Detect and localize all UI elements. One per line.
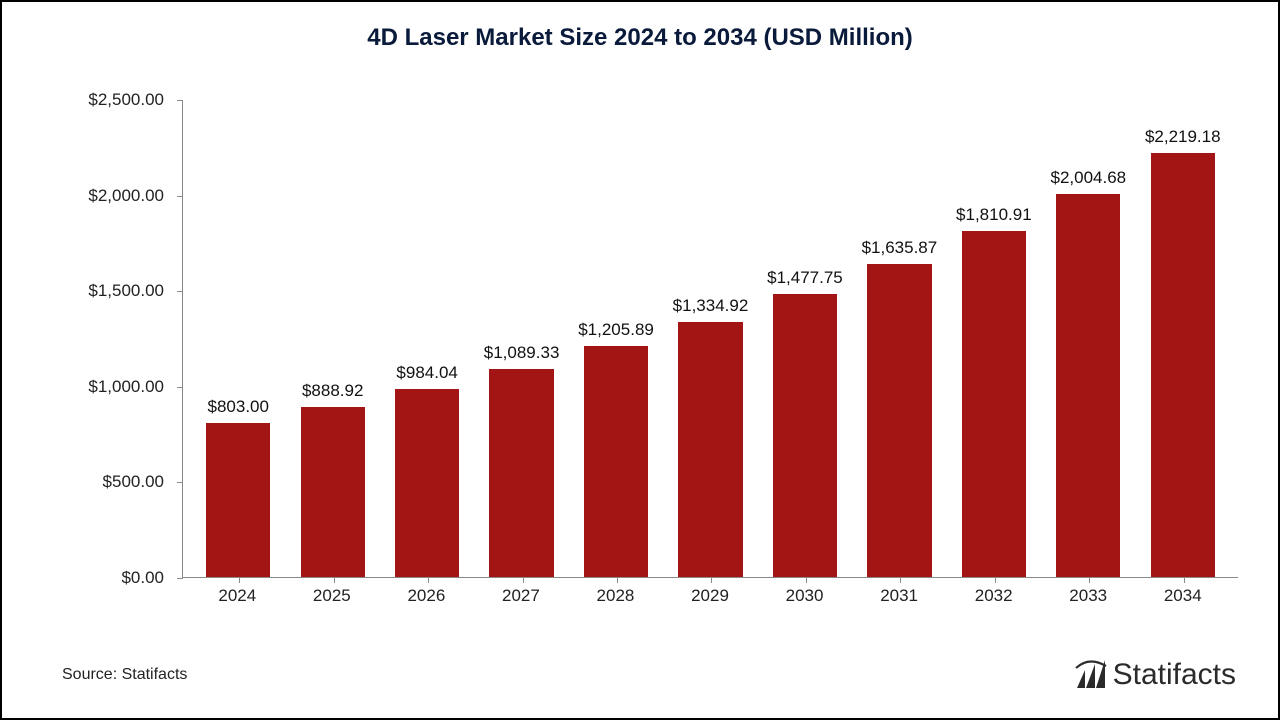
bar: [301, 407, 365, 577]
y-tick-label: $2,000.00: [62, 186, 172, 206]
bar: [773, 294, 837, 577]
source-text: Source: Statifacts: [62, 666, 187, 684]
brand-icon: [1075, 660, 1107, 690]
x-tick-label: 2031: [852, 580, 947, 608]
plot: $803.00$888.92$984.04$1,089.33$1,205.89$…: [182, 100, 1238, 578]
x-tick-label: 2026: [379, 580, 474, 608]
x-tick-label: 2033: [1041, 580, 1136, 608]
brand-logo: Statifacts: [1075, 658, 1236, 692]
y-tick-labels: $0.00 $500.00 $1,000.00 $1,500.00 $2,000.00 $…: [62, 82, 172, 608]
bar-slot: $984.04: [380, 100, 474, 577]
y-axis-tick: [177, 100, 183, 101]
bar-slot: $1,334.92: [663, 100, 757, 577]
bar-slot: $2,219.18: [1136, 100, 1230, 577]
brand-text: Statifacts: [1113, 658, 1236, 692]
bar: [395, 389, 459, 577]
chart-frame: 4D Laser Market Size 2024 to 2034 (USD M…: [0, 0, 1280, 720]
x-tick-label: 2027: [474, 580, 569, 608]
y-axis-tick: [177, 482, 183, 483]
bar-slot: $803.00: [191, 100, 285, 577]
bar: [1151, 153, 1215, 577]
bar: [584, 346, 648, 577]
x-tick-label: 2030: [757, 580, 852, 608]
bar-slot: $1,477.75: [758, 100, 852, 577]
y-tick-label: $0.00: [62, 568, 172, 588]
y-tick-label: $500.00: [62, 472, 172, 492]
y-axis-tick: [177, 387, 183, 388]
y-axis-tick: [177, 291, 183, 292]
bar: [1056, 194, 1120, 577]
bar: [678, 322, 742, 577]
bars-container: $803.00$888.92$984.04$1,089.33$1,205.89$…: [183, 100, 1238, 577]
bar-slot: $1,205.89: [569, 100, 663, 577]
bar-slot: $2,004.68: [1041, 100, 1135, 577]
x-tick-label: 2029: [663, 580, 758, 608]
y-axis-tick: [177, 578, 183, 579]
x-tick-label: 2028: [568, 580, 663, 608]
bar: [867, 264, 931, 577]
bar: [489, 369, 553, 577]
y-tick-label: $1,500.00: [62, 281, 172, 301]
bar: [962, 231, 1026, 577]
y-tick-label: $1,000.00: [62, 377, 172, 397]
x-tick-label: 2025: [285, 580, 380, 608]
y-axis-tick: [177, 196, 183, 197]
y-tick-label: $2,500.00: [62, 90, 172, 110]
x-tick-label: 2032: [946, 580, 1041, 608]
plot-area: $803.00$888.92$984.04$1,089.33$1,205.89$…: [62, 82, 1238, 608]
bar: [206, 423, 270, 577]
x-tick-label: 2034: [1135, 580, 1230, 608]
chart-title: 4D Laser Market Size 2024 to 2034 (USD M…: [2, 24, 1278, 52]
x-tick-label: 2024: [190, 580, 285, 608]
x-tick-labels: 2024202520262027202820292030203120322033…: [182, 580, 1238, 608]
bar-slot: $1,635.87: [852, 100, 946, 577]
bar-value-label: $2,219.18: [1117, 127, 1249, 147]
bar-slot: $888.92: [285, 100, 379, 577]
